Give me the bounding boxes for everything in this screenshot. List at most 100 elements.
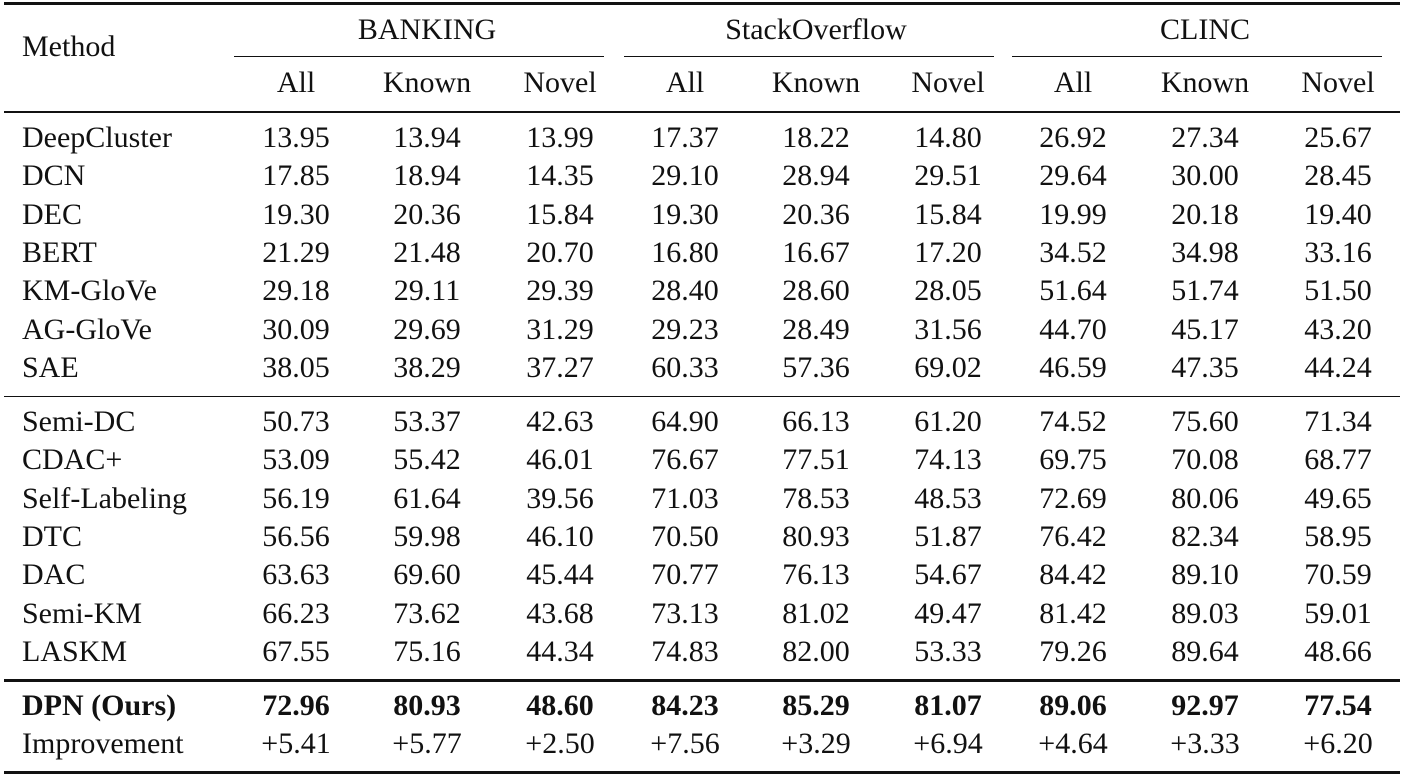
cell: 30.00 [1171,159,1239,193]
cell: 56.56 [262,519,330,553]
cell: 45.44 [526,558,594,592]
cell: 73.62 [393,596,461,630]
column-header: Novel [911,66,985,99]
cell: 14.80 [914,121,982,154]
cell: 17.37 [651,121,719,154]
cell: 17.20 [914,235,982,269]
cell: 13.95 [262,121,330,154]
cell: 27.34 [1171,121,1239,154]
cell: 77.54 [1304,689,1372,722]
column-header: Novel [523,66,597,99]
cell: 28.45 [1304,159,1372,193]
cell: 30.09 [262,312,330,346]
cell: 29.10 [651,159,719,193]
method-name: SAE [22,350,79,384]
cell: 45.17 [1171,312,1239,346]
cell: 55.42 [393,443,461,477]
cell: +3.33 [1170,727,1240,761]
cell: 34.98 [1171,235,1239,269]
cell: 89.10 [1171,558,1239,592]
cell: 44.34 [526,634,594,668]
cell: 70.77 [651,558,719,592]
cell: 76.67 [651,443,719,477]
cell: 21.29 [262,235,330,269]
cell: 73.13 [651,596,719,630]
cell: 64.90 [651,405,719,438]
cell: 17.85 [262,159,330,193]
cell: 19.30 [651,197,719,231]
cell: 59.98 [393,519,461,553]
cell: 29.39 [526,274,594,308]
cell: 16.80 [651,235,719,269]
cell: +5.77 [392,727,462,761]
cell: 31.56 [914,312,982,346]
cell: 89.06 [1039,689,1107,722]
cell: 51.64 [1039,274,1107,308]
cell: 75.16 [393,634,461,668]
cell: 16.67 [782,235,850,269]
method-name: DAC [22,558,86,592]
cell: 14.35 [526,159,594,193]
cell: 29.23 [651,312,719,346]
section-rule [4,679,1400,682]
cell: 61.20 [914,405,982,438]
cell: 43.20 [1304,312,1372,346]
cell: 37.27 [526,350,594,384]
group-rule [624,56,994,57]
cell: 38.29 [393,350,461,384]
group-header: CLINC [1160,13,1250,46]
group-rule [234,56,604,57]
cell: 69.02 [914,350,982,384]
cell: 79.26 [1039,634,1107,668]
group-header: BANKING [357,13,497,46]
cell: 74.83 [651,634,719,668]
cell: 51.87 [914,519,982,553]
method-name: DPN (Ours) [22,689,177,722]
cell: 78.53 [782,481,850,515]
cell: 28.05 [914,274,982,308]
cell: +7.56 [650,727,720,761]
column-header: Known [1160,66,1250,99]
cell: 49.47 [914,596,982,630]
cell: 60.33 [651,350,719,384]
cell: 54.67 [914,558,982,592]
cell: 48.60 [526,689,594,722]
cell: 70.08 [1171,443,1239,477]
column-header: All [276,66,316,99]
cell: 92.97 [1171,689,1239,722]
cell: 42.63 [526,405,594,438]
cell: 80.06 [1171,481,1239,515]
column-header: All [665,66,705,99]
cell: 19.30 [262,197,330,231]
cell: 70.50 [651,519,719,553]
column-header: Known [382,66,472,99]
cell: 76.42 [1039,519,1107,553]
cell: 39.56 [526,481,594,515]
cell: 47.35 [1171,350,1239,384]
cell: 66.13 [782,405,850,438]
cell: 69.60 [393,558,461,592]
cell: 26.92 [1039,121,1107,154]
cell: 20.18 [1171,197,1239,231]
cell: 74.52 [1039,405,1107,438]
cell: 15.84 [526,197,594,231]
cell: 71.34 [1304,405,1372,438]
cell: +6.94 [913,727,983,761]
cell: 29.64 [1039,159,1107,193]
column-header: Known [771,66,861,99]
section-rule [4,396,1400,397]
method-name: DCN [22,159,86,193]
cell: 50.73 [262,405,330,438]
cell: 28.94 [782,159,850,193]
cell: 29.11 [393,274,461,308]
method-name: DEC [22,197,82,231]
method-header: Method [22,30,116,63]
cell: 75.60 [1171,405,1239,438]
cell: 66.23 [262,596,330,630]
cell: 53.37 [393,405,461,438]
cell: 67.55 [262,634,330,668]
cell: 21.48 [393,235,461,269]
cell: +3.29 [781,727,851,761]
cell: 72.69 [1039,481,1107,515]
cell: 81.07 [914,689,982,722]
